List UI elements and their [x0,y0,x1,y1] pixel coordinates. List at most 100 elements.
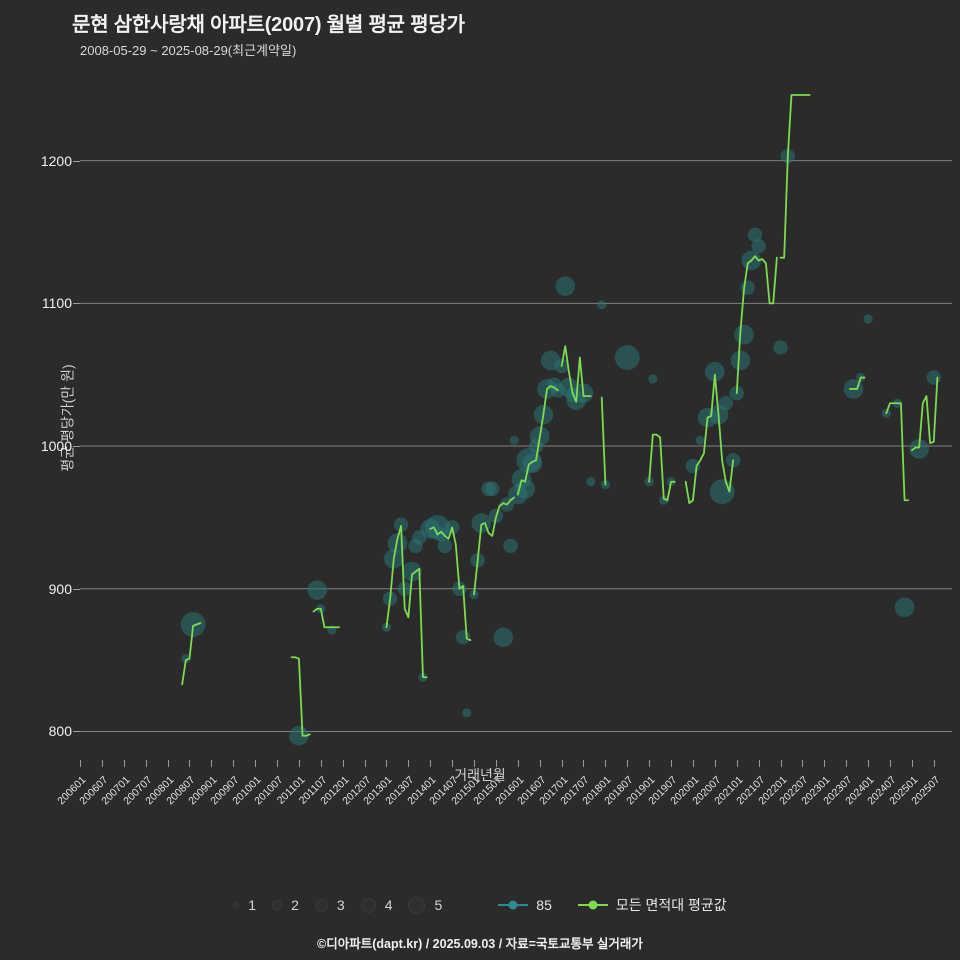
x-axis-label: 거래년월 [454,767,506,783]
y-axis-tick-label: 1100 [41,295,72,312]
bubble-point [695,435,705,445]
y-axis-tick-mark [73,588,80,590]
bubble-point [503,538,518,554]
bubble-point [493,627,514,648]
x-axis-tick-mark [889,760,891,767]
legend-size-bubble [314,898,328,912]
line-segment [181,622,202,686]
x-axis-tick-mark [277,760,279,767]
bubble-point [648,374,658,384]
line-segment [779,94,811,259]
legend-series-label: 85 [536,897,552,913]
legend-size-bubble [233,902,240,908]
legend-series-item[interactable]: 85 [498,897,552,913]
y-axis-tick-label: 800 [48,723,72,740]
legend-series-marker [588,900,598,910]
bubble-point [402,561,422,582]
x-axis-tick-mark [80,760,81,767]
bubble-point [747,227,763,243]
legend-size-item: 5 [408,896,443,914]
legend-size-bubble [360,897,376,913]
chart-legend: 1 2 3 4 5 85 모든 면적대 평균값 [0,885,960,925]
footer-credit: ©디아파트(dapt.kr) / 2025.09.03 / 자료=국토교통부 실… [317,937,643,951]
x-axis-tick-mark [430,760,432,767]
bubble-point [509,435,519,445]
x-axis-tick-mark [933,760,935,767]
legend-series-line [577,900,608,910]
bubble-point [434,527,449,542]
x-axis-tick-mark [692,760,694,767]
bubble-point [289,725,309,746]
legend-size-label: 5 [434,897,443,913]
x-axis-tick-mark [211,760,213,767]
line-segment [516,385,559,496]
x-axis-tick-mark [167,760,169,767]
x-axis-tick-mark [868,760,870,767]
x-axis-tick-mark [386,760,388,767]
plot-area: 평균 평당가(만 원) 800 900 1000 1100 1200 [41,75,952,760]
x-axis-tick-mark [539,760,541,767]
x-axis-tick-mark [495,760,497,767]
x-axis-tick-mark [671,760,673,767]
x-axis-tick-mark [714,760,716,767]
y-axis-tick-mark [73,446,80,448]
line-segment [560,345,592,403]
x-axis-tick-mark [649,760,651,767]
y-axis-tick-label: 900 [48,580,72,597]
x-axis-tick-mark [452,760,454,767]
x-axis-tick-mark [298,760,300,767]
x-axis-tick-mark [627,760,629,767]
line-segment [684,373,734,505]
bubble-point [909,439,929,459]
bubble-point [462,708,472,718]
x-axis-tick-mark [255,760,257,767]
line-segment [290,656,311,737]
bubble-point [685,458,701,474]
bubble-point [709,479,735,505]
legend-series-marker [508,900,518,910]
y-axis-label: 평균 평당가(만 원) [59,363,76,472]
bubble-point [485,481,500,497]
x-axis-tick-mark [758,760,760,767]
x-axis-tick-mark [474,760,476,767]
x-axis-tick-mark [824,760,826,767]
chart-canvas [80,94,952,746]
legend-size-item: 4 [360,897,392,913]
y-axis-tick-mark [73,160,80,162]
x-axis-tick-mark [145,760,147,767]
x-axis-tick-mark [364,760,366,767]
bubble-point [894,597,915,618]
line-segment [735,255,778,395]
x-axis-tick-mark [342,760,344,767]
x-axis-tick-mark [802,760,804,767]
legend-series-item[interactable]: 모든 면적대 평균값 [577,895,727,915]
legend-size-bubble [272,900,283,910]
x-axis-tick-mark [583,760,585,767]
bubble-point [393,517,409,532]
line-segment [910,376,939,452]
page-title: 문현 삼한사랑채 아파트(2007) 월별 평균 평당가 [72,14,465,36]
x-axis-tick-mark [517,760,519,767]
legend-size-item: 1 [233,897,256,913]
bubble-point [659,495,669,505]
legend-size-label: 1 [248,897,257,913]
bubble-point [455,630,471,645]
bubble-size-legend: 1 2 3 4 5 [233,896,458,914]
x-axis-tick-mark [780,760,782,767]
line-segment [385,525,428,679]
x-axis-tick-mark [561,760,563,767]
bubble-point [181,654,191,664]
x-axis-tick-mark [846,760,848,767]
y-axis-tick-label: 1200 [40,152,72,169]
bubble-point [597,300,607,310]
bubble-point [730,350,751,371]
line-segment [600,396,607,486]
x-axis-tick-mark [320,760,322,767]
bubble-point [555,276,576,297]
x-axis-tick-mark [605,760,607,767]
line-segment [312,607,340,629]
bubble-point [740,280,755,295]
bubble-point [586,477,596,487]
legend-size-item: 2 [272,897,299,913]
